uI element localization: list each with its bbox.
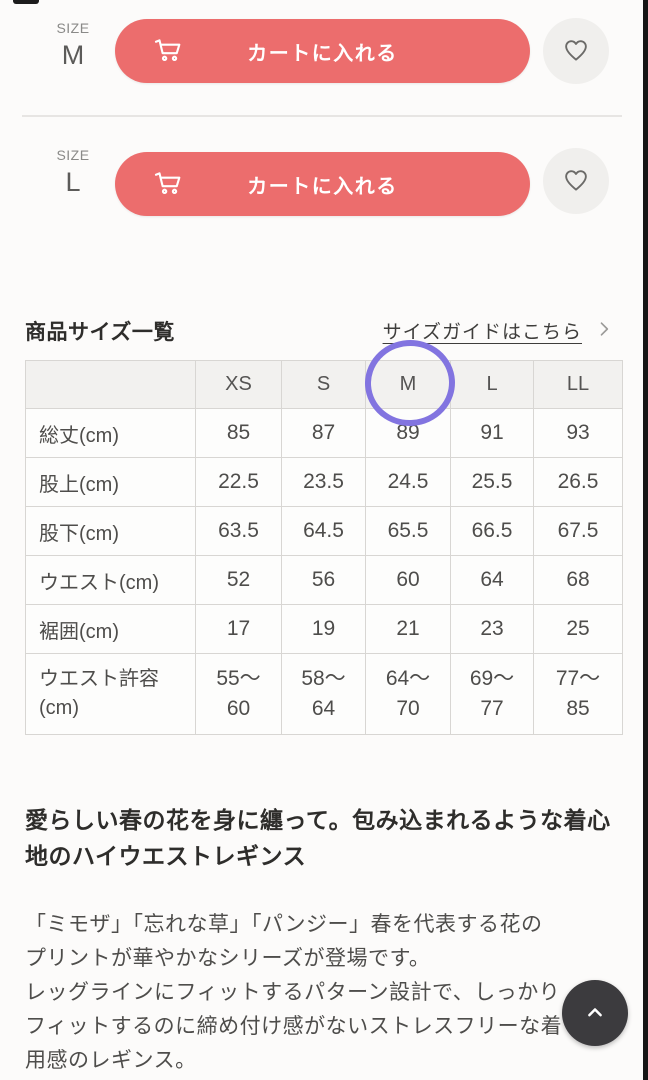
cell: 22.5	[195, 457, 282, 507]
size-label: SIZE L	[40, 147, 106, 198]
size-value: M	[61, 40, 85, 70]
cell: 26.5	[533, 457, 623, 507]
cell: 65.5	[365, 506, 451, 556]
cell: 64	[450, 555, 534, 605]
size-table-header-row: XS S M L LL	[25, 360, 623, 409]
size-value: L	[65, 167, 81, 197]
table-row: 股上(cm) 22.5 23.5 24.5 25.5 26.5	[25, 457, 623, 507]
cell: 21	[365, 604, 451, 654]
cell: 58～ 64	[281, 653, 366, 735]
cell: 60	[365, 555, 451, 605]
size-kicker: SIZE	[56, 20, 90, 36]
row-label: 裾囲(cm)	[25, 604, 196, 654]
cell: 89	[365, 408, 451, 458]
cell: 23	[450, 604, 534, 654]
table-row: 裾囲(cm) 17 19 21 23 25	[25, 604, 623, 654]
cell: 52	[195, 555, 282, 605]
cell: 77～ 85	[533, 653, 623, 735]
favorite-button-m[interactable]	[543, 18, 609, 84]
size-table-corner-cell	[25, 360, 196, 409]
photo-edge-mark	[13, 0, 39, 4]
body-line: 「ミモザ」「忘れな草」「パンジー」春を代表する花の	[25, 913, 543, 936]
cell: 68	[533, 555, 623, 605]
chevron-right-icon	[594, 319, 614, 339]
table-row: 股下(cm) 63.5 64.5 65.5 66.5 67.5	[25, 506, 623, 556]
row-label: ウエスト許容 (cm)	[25, 653, 196, 735]
heading-line: 地のハイウエストレギンス	[25, 843, 307, 869]
heart-icon	[560, 34, 592, 69]
purchase-row-m: SIZE M カートに入れる	[0, 18, 643, 90]
cell: 19	[281, 604, 366, 654]
body-line: レッグラインにフィットするパターン設計で、しっかり	[25, 981, 561, 1004]
cart-icon	[151, 34, 185, 68]
row-label: 総丈(cm)	[25, 408, 196, 458]
size-column-xs: XS	[195, 360, 282, 409]
scroll-to-top-button[interactable]	[562, 980, 628, 1046]
cell: 17	[195, 604, 282, 654]
size-kicker: SIZE	[56, 147, 90, 163]
row-label: 股上(cm)	[25, 457, 196, 507]
table-row: 総丈(cm) 85 87 89 91 93	[25, 408, 623, 458]
size-column-s: S	[281, 360, 366, 409]
cell: 87	[281, 408, 366, 458]
product-description-heading: 愛らしい春の花を身に纏って。包み込まれるような着心 地のハイウエストレギンス	[25, 802, 611, 874]
cell: 56	[281, 555, 366, 605]
cell: 63.5	[195, 506, 282, 556]
product-description-body: 「ミモザ」「忘れな草」「パンジー」春を代表する花の プリントが華やかなシリーズが…	[25, 908, 562, 1078]
size-column-m: M	[365, 360, 451, 409]
size-label: SIZE M	[40, 20, 106, 71]
cell: 64.5	[281, 506, 366, 556]
size-section-header: 商品サイズ一覧 サイズガイドはこちら	[25, 314, 622, 344]
cell: 85	[195, 408, 282, 458]
photo-edge-strip	[643, 0, 648, 1080]
cell: 24.5	[365, 457, 451, 507]
cell: 69～ 77	[450, 653, 534, 735]
body-line: フィットするのに締め付け感がないストレスフリーな着	[25, 1015, 563, 1038]
size-column-ll: LL	[533, 360, 623, 409]
cell: 67.5	[533, 506, 623, 556]
row-label: 股下(cm)	[25, 506, 196, 556]
size-guide-link[interactable]: サイズガイドはこちら	[382, 322, 582, 343]
cell: 23.5	[281, 457, 366, 507]
size-table: XS S M L LL 総丈(cm) 85 87 89 91 93 股上(cm)…	[25, 360, 623, 735]
row-label: ウエスト(cm)	[25, 555, 196, 605]
body-line: プリントが華やかなシリーズが登場です。	[25, 947, 431, 970]
purchase-row-l: SIZE L カートに入れる	[0, 147, 643, 217]
cart-button-label: カートに入れる	[247, 42, 398, 65]
cell: 55～ 60	[195, 653, 282, 735]
add-to-cart-button-m[interactable]: カートに入れる	[115, 19, 530, 83]
heading-line: 愛らしい春の花を身に纏って。包み込まれるような着心	[25, 807, 611, 833]
table-row: ウエスト許容 (cm) 55～ 60 58～ 64 64～ 70 69～ 77 …	[25, 653, 623, 735]
size-table-heading: 商品サイズ一覧	[25, 321, 175, 344]
cell: 25	[533, 604, 623, 654]
body-line: 用感のレギンス。	[25, 1049, 197, 1072]
cell: 91	[450, 408, 534, 458]
chevron-up-icon	[580, 997, 610, 1030]
table-row: ウエスト(cm) 52 56 60 64 68	[25, 555, 623, 605]
cell: 64～ 70	[365, 653, 451, 735]
size-column-l: L	[450, 360, 534, 409]
cart-icon	[151, 167, 185, 201]
favorite-button-l[interactable]	[543, 148, 609, 214]
cell: 93	[533, 408, 623, 458]
cell: 25.5	[450, 457, 534, 507]
cart-button-label: カートに入れる	[247, 175, 398, 198]
cell: 66.5	[450, 506, 534, 556]
divider	[22, 115, 622, 117]
heart-icon	[560, 164, 592, 199]
add-to-cart-button-l[interactable]: カートに入れる	[115, 152, 530, 216]
